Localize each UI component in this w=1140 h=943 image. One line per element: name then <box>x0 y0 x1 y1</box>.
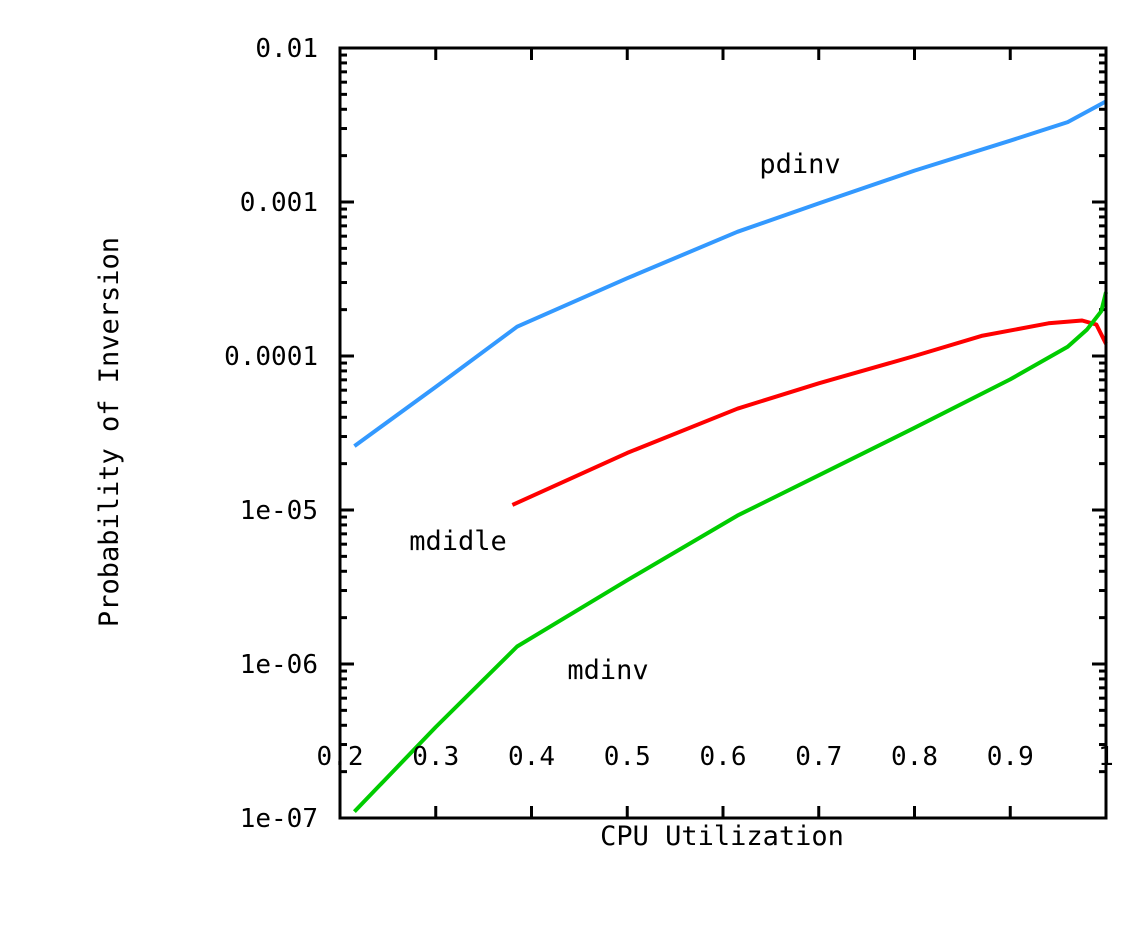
series-line-mdinv <box>352 291 1108 813</box>
series-lines <box>352 99 1108 813</box>
series-line-mdidle <box>511 318 1108 507</box>
y-tick-label: 0.01 <box>255 34 318 64</box>
y-tick-label: 1e-07 <box>240 804 318 834</box>
y-tick-label: 1e-05 <box>240 496 318 526</box>
x-tick-label: 0.3 <box>412 742 459 772</box>
x-tick-label: 0.6 <box>700 742 747 772</box>
x-tick-labels: 0.2 0.3 0.4 0.5 0.6 0.7 0.8 0.9 1 <box>317 742 1114 772</box>
series-label-pdinv: pdinv <box>759 149 840 180</box>
x-tick-label: 0.2 <box>317 742 364 772</box>
y-axis-title: Probability of Inversion <box>94 237 125 627</box>
x-tick-label: 0.4 <box>508 742 555 772</box>
x-tick-label: 0.8 <box>891 742 938 772</box>
y-tick-labels: 1e-07 1e-06 1e-05 0.0001 0.001 0.01 <box>224 34 318 834</box>
x-tick-label: 0.7 <box>795 742 842 772</box>
series-label-mdidle: mdidle <box>409 526 507 557</box>
y-tick-label: 0.0001 <box>224 342 318 372</box>
x-tick-label: 1 <box>1098 742 1114 772</box>
y-tick-label: 1e-06 <box>240 650 318 680</box>
series-labels: pdinv mdidle mdinv <box>409 149 840 686</box>
x-tick-label: 0.9 <box>987 742 1034 772</box>
series-label-mdinv: mdinv <box>567 655 648 686</box>
plot-frame <box>338 46 1108 820</box>
x-axis-title: CPU Utilization <box>600 821 844 852</box>
x-tick-label: 0.5 <box>604 742 651 772</box>
series-line-pdinv <box>353 99 1107 448</box>
y-tick-label: 0.001 <box>240 188 318 218</box>
